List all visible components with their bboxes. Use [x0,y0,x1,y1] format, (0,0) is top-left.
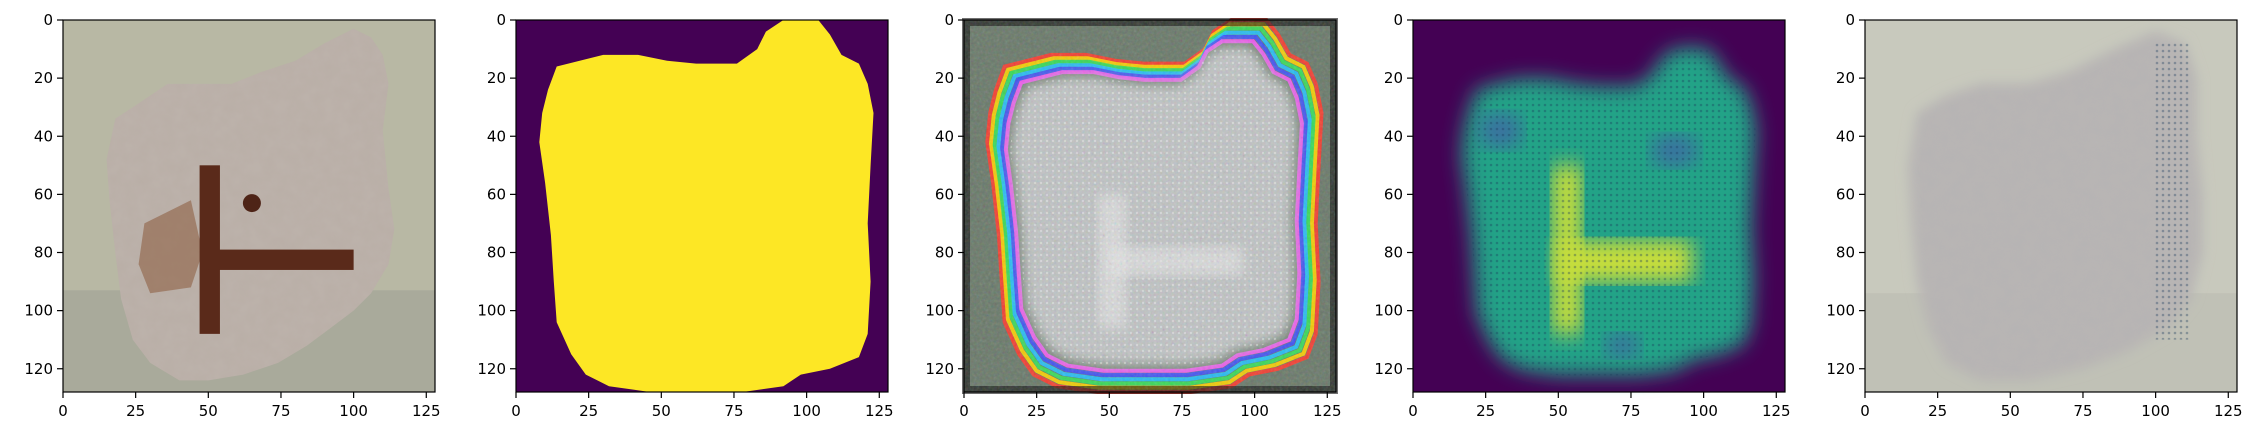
y-tick-label: 0 [1845,11,1855,29]
axes-frame [1864,19,2238,393]
y-tick-label: 0 [43,11,53,29]
y-tick-label: 100 [1374,302,1403,320]
panel-image-content [516,20,888,392]
x-tick-label: 75 [2073,402,2092,420]
y-tick-label: 120 [477,360,506,378]
x-tick-label: 50 [652,402,671,420]
x-tick-label: 0 [959,402,969,420]
x-tick-label: 75 [724,402,743,420]
y-tick-label: 20 [34,69,53,87]
y-tick-label: 0 [496,11,506,29]
y-tick-label: 80 [1384,244,1403,262]
x-tick-label: 25 [1027,402,1046,420]
x-tick-label: 100 [2141,402,2170,420]
x-tick-label: 0 [1408,402,1418,420]
y-tick-label: 80 [34,244,53,262]
y-tick-label: 60 [487,185,506,203]
axes-frame [1412,19,1786,393]
y-tick-label: 100 [477,302,506,320]
x-tick-label: 0 [1860,402,1870,420]
image-panel: 0 25 50 75 100 125 0 20 40 60 80 100 120 [24,11,440,420]
image-panel: 0 25 50 75 100 125 0 20 40 60 80 100 120 [925,11,1341,420]
y-tick-label: 120 [1826,360,1855,378]
y-tick-label: 120 [925,360,954,378]
panel-image-content [1865,20,2237,392]
x-tick-label: 75 [1172,402,1191,420]
y-tick-label: 100 [24,302,53,320]
x-tick-label: 25 [1928,402,1947,420]
y-tick-label: 80 [935,244,954,262]
y-tick-label: 40 [935,127,954,145]
y-tick-label: 0 [1393,11,1403,29]
mask-region [539,20,874,392]
y-tick-label: 60 [34,185,53,203]
y-tick-label: 40 [1384,127,1403,145]
x-tick-label: 0 [511,402,521,420]
rebar-horizontal [208,249,354,270]
image-panel: 0 25 50 75 100 125 0 20 40 60 80 100 120 [1374,11,1790,420]
panel-image-content [962,18,1338,394]
panel-image-content [63,20,435,392]
y-tick-label: 20 [1836,69,1855,87]
x-tick-label: 75 [1621,402,1640,420]
panel-image-content [1413,20,1785,392]
x-tick-label: 125 [412,402,441,420]
y-tick-label: 80 [1836,244,1855,262]
x-tick-label: 0 [58,402,68,420]
x-tick-label: 125 [1762,402,1791,420]
x-tick-label: 50 [1549,402,1568,420]
axes-frame [963,19,1337,393]
artifact-noise [964,20,1336,392]
x-tick-label: 100 [1240,402,1269,420]
axes-frame [62,19,436,393]
axes-frame [515,19,889,393]
rust-stain [138,200,203,294]
x-tick-label: 50 [2001,402,2020,420]
y-tick-label: 40 [487,127,506,145]
image-panel: 0 25 50 75 100 125 0 20 40 60 80 100 120 [1826,11,2242,420]
y-tick-label: 60 [1384,185,1403,203]
x-tick-label: 100 [792,402,821,420]
x-tick-label: 50 [199,402,218,420]
x-tick-label: 25 [1476,402,1495,420]
x-tick-label: 100 [339,402,368,420]
heatmap-dots [1461,48,1756,376]
x-tick-label: 50 [1100,402,1119,420]
x-tick-label: 125 [1313,402,1342,420]
y-tick-label: 20 [935,69,954,87]
recon-artifact-band [2152,43,2191,340]
x-tick-label: 75 [271,402,290,420]
y-tick-label: 20 [487,69,506,87]
y-tick-label: 120 [1374,360,1403,378]
x-tick-label: 125 [865,402,894,420]
x-tick-label: 25 [579,402,598,420]
recon-texture [1908,31,2203,381]
x-tick-label: 100 [1689,402,1718,420]
y-tick-label: 40 [34,127,53,145]
y-tick-label: 100 [1826,302,1855,320]
y-tick-label: 100 [925,302,954,320]
y-tick-label: 120 [24,360,53,378]
rust-spot [242,194,261,213]
y-tick-label: 60 [1836,185,1855,203]
x-tick-label: 25 [126,402,145,420]
y-tick-label: 60 [935,185,954,203]
y-tick-label: 0 [944,11,954,29]
panels-layer: 0 25 50 75 100 125 0 20 40 60 80 100 120 0 25 50 75 100 12… [24,11,2242,420]
y-tick-label: 40 [1836,127,1855,145]
x-tick-label: 125 [2214,402,2243,420]
image-panel: 0 25 50 75 100 125 0 20 40 60 80 100 120 [477,11,893,420]
y-tick-label: 20 [1384,69,1403,87]
y-tick-label: 80 [487,244,506,262]
